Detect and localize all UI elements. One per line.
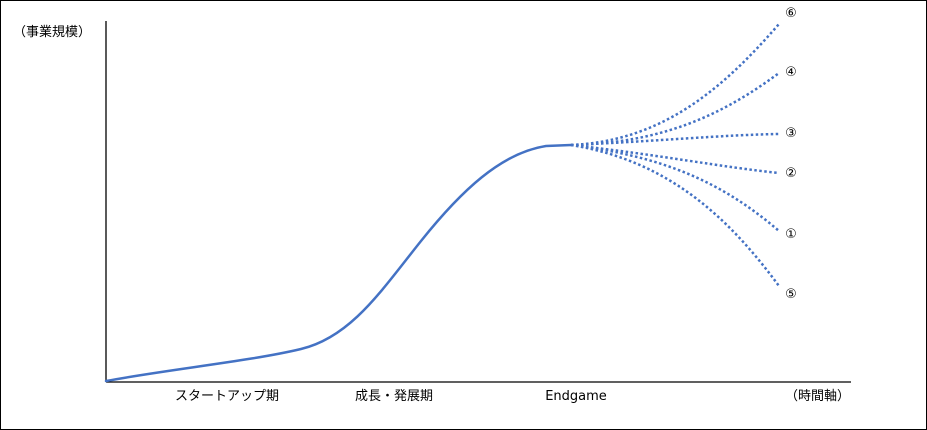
y-axis-label: （事業規模） xyxy=(13,25,92,40)
scenario-label-6: ⑥ xyxy=(785,6,797,21)
scenario-5-branch xyxy=(570,143,781,287)
scenario-6-branch xyxy=(570,23,780,147)
scenario-label-5: ⑤ xyxy=(785,287,797,302)
scenario-3-branch xyxy=(570,132,780,147)
scenario-label-3: ③ xyxy=(785,126,797,141)
phase-label-startup: スタートアップ期 xyxy=(174,389,280,404)
x-axis-label: （時間軸） xyxy=(785,389,851,404)
scenario-label-4: ④ xyxy=(785,65,797,80)
phase-label-endgame: Endgame xyxy=(545,389,607,404)
growth-curve xyxy=(104,143,573,383)
scenario-1-branch xyxy=(570,143,780,232)
scenario-label-1: ① xyxy=(785,227,797,242)
scenario-label-2: ② xyxy=(785,166,797,181)
phase-label-growth: 成長・発展期 xyxy=(354,389,434,404)
